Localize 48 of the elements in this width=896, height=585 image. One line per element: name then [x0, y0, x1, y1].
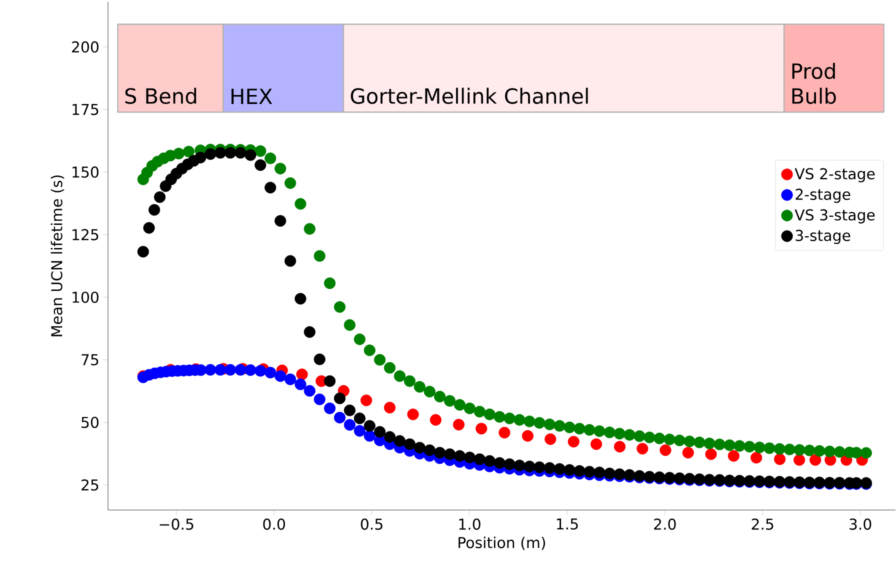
y-tick-label: 50 [82, 416, 98, 428]
point [384, 402, 396, 414]
point [705, 448, 717, 460]
y-tick-label: 25 [82, 479, 98, 491]
point [614, 440, 626, 452]
y-tick-label: 75 [82, 354, 98, 366]
point [360, 394, 372, 406]
x-tick-label: 1.5 [556, 518, 578, 530]
point [750, 452, 762, 464]
legend-label: 2-stage [796, 188, 850, 203]
x-tick-label: 2.0 [654, 518, 676, 530]
point [544, 433, 556, 445]
point [407, 408, 419, 420]
band-label: HEX [232, 88, 272, 104]
y-tick-label: 175 [72, 104, 98, 116]
x-tick-label: 3.0 [850, 518, 872, 530]
legend-label: 3-stage [796, 230, 850, 244]
point [810, 454, 822, 466]
legend-label: VS 2-stage [794, 168, 875, 182]
y-axis-title: Mean UCN lifetime (s) [50, 175, 64, 336]
point [430, 414, 442, 426]
point [568, 436, 580, 448]
point [774, 453, 786, 465]
x-tick-label: −0.5 [160, 518, 194, 530]
point [794, 454, 806, 466]
point [636, 442, 648, 454]
band-label: Gorter-Mellink Channel [350, 88, 588, 104]
x-tick-label: 0.5 [360, 518, 382, 530]
y-tick-label: 150 [72, 166, 98, 178]
legend-label: VS 3-stage [794, 209, 875, 224]
point [682, 446, 694, 458]
x-tick-label: 1.0 [459, 518, 480, 530]
point [522, 430, 534, 442]
y-tick-label: 200 [72, 41, 98, 53]
point [296, 368, 308, 380]
point [728, 450, 740, 462]
y-tick-label: 100 [72, 292, 98, 303]
band-label: Prod Bulb [792, 62, 836, 104]
point [476, 422, 488, 434]
x-axis-title: Position (m) [458, 536, 546, 550]
y-tick-label: 125 [72, 229, 98, 240]
band-label: S Bend [125, 88, 196, 104]
point [660, 444, 672, 456]
x-tick-label: 0.0 [263, 518, 285, 530]
point [590, 438, 602, 450]
x-tick-label: 2.5 [752, 518, 774, 530]
point [498, 426, 510, 438]
point [452, 418, 465, 430]
